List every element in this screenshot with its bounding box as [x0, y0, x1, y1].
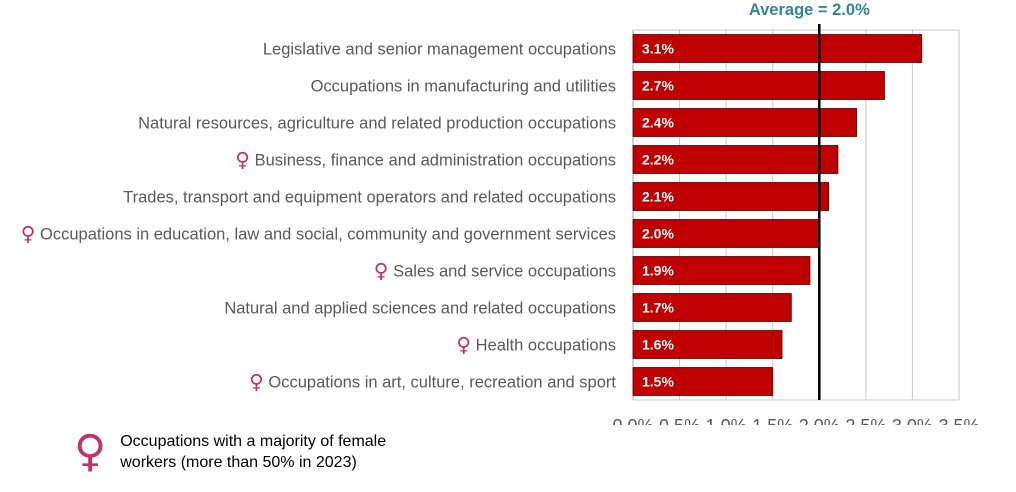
- x-tick-label: 0.5%: [659, 416, 700, 425]
- x-tick-label: 2.0%: [799, 416, 840, 425]
- bar-value-label: 2.0%: [642, 226, 674, 242]
- x-tick-label: 1.0%: [706, 416, 747, 425]
- category-label: Legislative and senior management occupa…: [263, 41, 616, 59]
- category-label: Occupations in manufacturing and utiliti…: [311, 78, 616, 96]
- bar: [632, 34, 923, 63]
- bar-value-label: 1.9%: [642, 263, 674, 279]
- average-label: Average = 2.0%: [749, 1, 870, 19]
- bar: [632, 293, 792, 322]
- category-label: Business, finance and administration occ…: [255, 152, 616, 170]
- bar: [632, 330, 783, 359]
- female-symbol-icon: ♀: [21, 222, 36, 246]
- bar-value-label: 1.6%: [642, 337, 674, 353]
- category-label: Natural and applied sciences and related…: [224, 300, 616, 318]
- legend-text: Occupations with a majority of female wo…: [120, 433, 387, 471]
- bar-value-label: 2.4%: [642, 115, 674, 131]
- bar-value-label: 2.2%: [642, 152, 674, 168]
- female-symbol-icon: ♀: [235, 148, 250, 172]
- x-tick-label: 0.0%: [612, 416, 653, 425]
- bar: [632, 219, 820, 248]
- x-tick-label: 1.5%: [752, 416, 793, 425]
- bar-value-label: 2.7%: [642, 78, 674, 94]
- x-tick-label: 2.5%: [845, 416, 886, 425]
- bar-chart-svg: 0.0% 0.5% 1.0% 1.5% 2.0% 2.5% 3.0% 3.5% 3.1% Legi…: [21, 1, 980, 425]
- bar: [632, 71, 885, 100]
- female-symbol-icon: ♀: [456, 333, 471, 357]
- category-label: Sales and service occupations: [393, 263, 616, 281]
- bar-value-label: 3.1%: [642, 41, 674, 57]
- legend: ♀ Occupations with a majority of female …: [74, 428, 420, 474]
- x-tick-label: 3.5%: [938, 416, 979, 425]
- category-label: Trades, transport and equipment operator…: [123, 189, 616, 207]
- category-label: Health occupations: [476, 337, 616, 355]
- female-symbol-icon: ♀: [74, 426, 107, 477]
- bar: [632, 145, 839, 174]
- category-label: Occupations in art, culture, recreation …: [268, 374, 616, 392]
- bar: [632, 182, 830, 211]
- female-symbol-icon: ♀: [374, 259, 389, 283]
- bar-value-label: 1.7%: [642, 300, 674, 316]
- bar-value-label: 1.5%: [642, 374, 674, 390]
- category-label: Natural resources, agriculture and relat…: [138, 115, 616, 133]
- x-tick-label: 3.0%: [892, 416, 933, 425]
- female-symbol-icon: ♀: [249, 370, 264, 394]
- bar: [632, 367, 774, 396]
- bar: [632, 256, 811, 285]
- bar-value-label: 2.1%: [642, 189, 674, 205]
- category-label: Occupations in education, law and social…: [40, 226, 616, 244]
